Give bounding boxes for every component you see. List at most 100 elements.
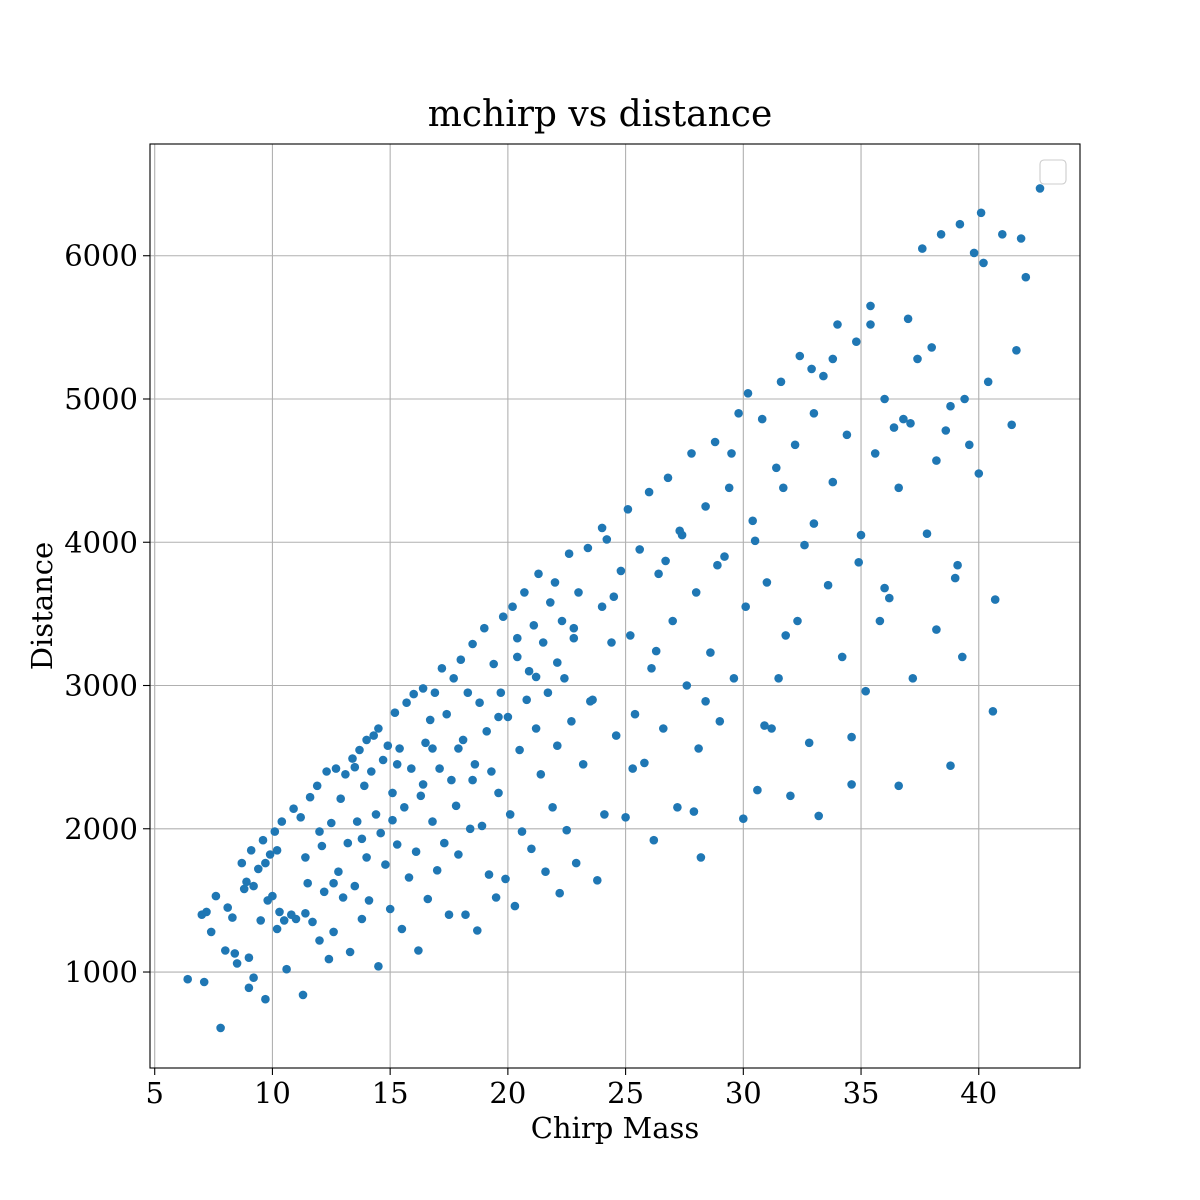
scatter-point — [360, 781, 369, 791]
scatter-point — [223, 903, 232, 912]
scatter-point — [659, 724, 668, 733]
scatter-point — [289, 804, 298, 813]
scatter-point — [270, 827, 280, 836]
scatter-point — [430, 688, 440, 697]
scatter-point — [237, 858, 247, 868]
x-axis-ticks: 5 10 15 20 25 30 35 40 — [145, 1068, 997, 1110]
scatter-point — [414, 946, 423, 955]
scatter-point — [468, 775, 477, 785]
scatter-point — [602, 535, 612, 544]
scatter-point — [308, 917, 317, 927]
scatter-point — [465, 824, 475, 834]
scatter-point — [647, 664, 656, 673]
y-tick-label: 2000 — [64, 812, 138, 846]
plot-area-frame — [149, 143, 1081, 1069]
scatter-point — [531, 672, 541, 682]
x-tick-label: 30 — [725, 1076, 762, 1110]
scatter-point — [626, 631, 635, 640]
scatter-point — [418, 780, 428, 789]
scatter-point — [261, 994, 270, 1004]
scatter-point — [423, 894, 433, 904]
scatter-point — [701, 697, 710, 706]
scatter-point — [564, 549, 574, 558]
scatter-point — [673, 803, 682, 812]
scatter-point — [661, 556, 670, 566]
scatter-point — [534, 569, 543, 579]
scatter-point — [345, 947, 355, 957]
scatter-point — [1012, 346, 1021, 355]
scatter-point — [444, 910, 454, 919]
scatter-point — [298, 990, 308, 1000]
scatter-point — [906, 419, 915, 428]
scatter-point — [505, 810, 515, 819]
scatter-point — [277, 817, 287, 826]
scatter-point — [454, 850, 463, 859]
scatter-point — [338, 893, 348, 902]
scatter-point — [503, 712, 513, 722]
scatter-point — [875, 616, 885, 626]
scatter-point — [710, 437, 720, 447]
scatter-point — [494, 788, 503, 798]
scatter-point — [560, 674, 569, 683]
scatter-point — [852, 337, 861, 347]
scatter-point — [946, 761, 955, 770]
scatter-point — [517, 827, 527, 836]
scatter-point — [936, 230, 946, 239]
scatter-point — [828, 354, 838, 364]
scatter-point — [1021, 272, 1031, 282]
scatter-point — [404, 873, 414, 882]
scatter-point — [976, 208, 986, 218]
scatter-point — [301, 853, 310, 862]
scatter-point — [713, 560, 722, 570]
scatter-point — [823, 580, 833, 590]
scatter-point — [965, 440, 974, 450]
scatter-point — [491, 893, 501, 902]
scatter-point — [630, 709, 640, 719]
scatter-point — [776, 377, 786, 387]
scatter-point — [336, 794, 346, 803]
scatter-point — [950, 573, 960, 583]
scatter-point — [819, 371, 828, 381]
scatter-point — [597, 523, 607, 533]
scatter-point — [392, 760, 402, 769]
scatter-point — [578, 760, 588, 769]
scatter-point — [296, 813, 306, 822]
scatter-point — [767, 724, 776, 733]
scatter-point — [432, 866, 442, 875]
scatter-point — [463, 688, 473, 697]
scatter-point — [374, 962, 383, 971]
scatter-point — [828, 477, 838, 487]
scatter-point — [941, 426, 951, 435]
scatter-point — [374, 724, 383, 733]
x-tick-label: 5 — [145, 1076, 163, 1110]
scatter-point — [249, 973, 258, 982]
scatter-point — [301, 909, 310, 918]
scatter-point — [425, 715, 435, 725]
scatter-point — [513, 652, 522, 662]
scatter-point — [279, 916, 289, 925]
scatter-point — [555, 888, 564, 898]
scatter-point — [628, 764, 637, 773]
scatter-point — [350, 881, 360, 891]
scatter-point — [388, 815, 397, 825]
scatter-point — [317, 841, 327, 851]
scatter-point — [998, 230, 1007, 239]
scatter-point — [675, 526, 684, 536]
scatter-point — [689, 807, 699, 816]
scatter-point — [258, 835, 268, 845]
scatter-point — [312, 781, 322, 791]
scatter-point — [350, 762, 360, 772]
scatter-point — [571, 858, 581, 868]
scatter-point — [734, 409, 743, 418]
x-tick-label: 40 — [960, 1076, 997, 1110]
scatter-point — [348, 754, 357, 763]
scatter-point — [392, 840, 402, 849]
scatter-point — [847, 780, 856, 789]
scatter-point — [303, 878, 313, 888]
scatter-point — [779, 483, 788, 493]
scatter-point — [889, 423, 899, 432]
scatter-point — [953, 560, 962, 570]
scatter-point — [522, 695, 531, 705]
scatter-point — [397, 924, 407, 934]
